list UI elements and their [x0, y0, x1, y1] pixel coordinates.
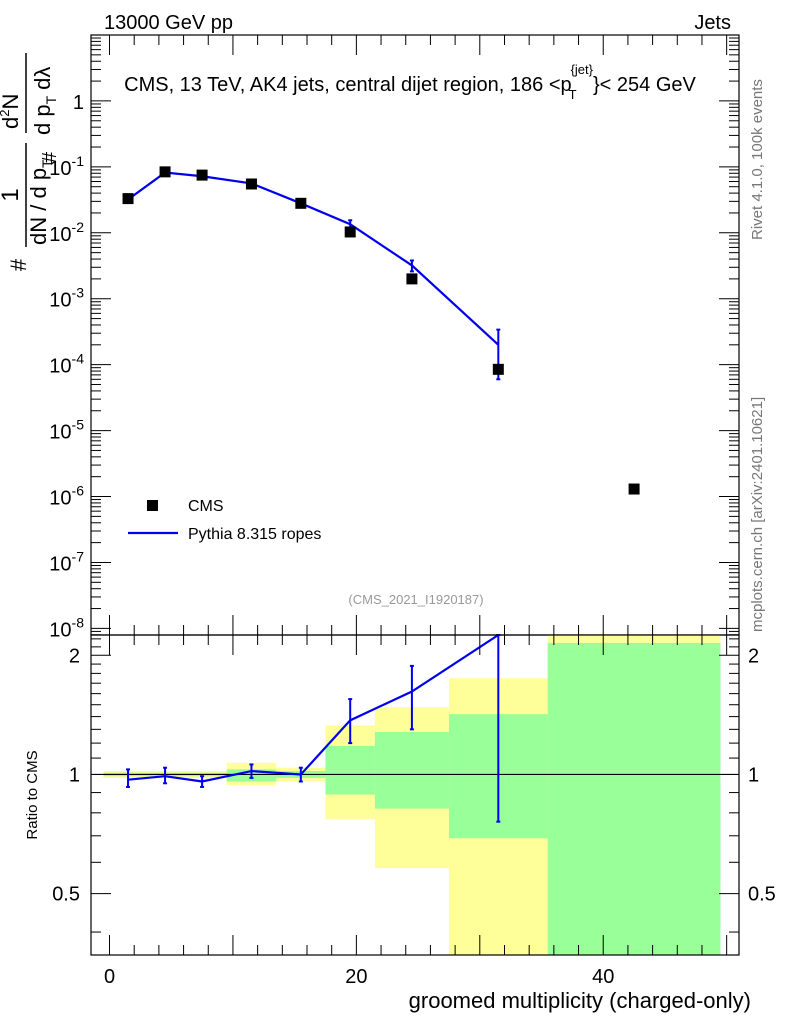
ytick-exponent: -6 — [72, 483, 85, 499]
ratio-ytick-label-right: 2 — [748, 645, 759, 667]
ratio-frame — [90, 634, 740, 956]
ytick-base: 10 — [49, 488, 71, 510]
ratio-ytick-label-right: 1 — [748, 764, 759, 786]
ratio-y-axis-label: Ratio to CMS — [24, 750, 41, 839]
ratio-ytick-label-left: 1 — [69, 764, 80, 786]
main-ytick-label: 10-5 — [49, 417, 84, 444]
main-ytick-label: 10-7 — [49, 548, 84, 575]
ylabel-frac1-den-b: N / d p — [26, 168, 51, 233]
ytick-base: 10 — [49, 356, 71, 378]
ratio-ytick-label-left: 0.5 — [52, 884, 80, 906]
ylabel-frac2-den-sub: T — [43, 95, 59, 104]
ytick-exponent: -5 — [72, 417, 85, 433]
ratio-panel: 0.5 0.51 12 20 20 40 Ratio to CMS groomed mul… — [24, 634, 776, 1013]
x-axis-label: groomed multiplicity (charged-only) — [409, 988, 751, 1013]
chart-title-sup: {jet} — [571, 62, 594, 77]
ylabel-frac2-num-b: N — [0, 94, 23, 110]
legend-label-pythia: Pythia 8.315 ropes — [188, 526, 321, 543]
uncertainty-band-inner — [547, 642, 721, 955]
cms-data-point — [492, 363, 504, 375]
ytick-exponent: -4 — [72, 351, 85, 367]
legend-label-cms: CMS — [188, 498, 224, 515]
main-content — [122, 166, 640, 495]
analysis-id: (CMS_2021_I1920187) — [348, 592, 483, 607]
ratio-content — [91, 634, 739, 955]
ytick-exponent: -7 — [72, 548, 85, 564]
header-left: 13000 GeV pp — [104, 12, 233, 34]
cms-data-point — [295, 197, 307, 209]
main-ticks — [91, 34, 739, 636]
x-tick-label: 20 — [345, 966, 367, 988]
ytick-exponent: -8 — [72, 614, 85, 630]
pythia-line — [127, 171, 500, 346]
ytick-exponent: -1 — [72, 153, 85, 169]
mcplots-label: mcplots.cern.ch [arXiv:2401.10621] — [749, 397, 766, 632]
main-ytick-label: 10-4 — [49, 351, 84, 378]
ylabel-frac2-hash: # — [39, 151, 61, 163]
cms-data-point — [196, 169, 208, 181]
chart-title-main: CMS, 13 TeV, AK4 jets, central dijet reg… — [124, 74, 572, 96]
ylabel-frac2-num-sup: 2 — [0, 110, 12, 117]
cms-data-point — [628, 483, 640, 495]
ylabel-frac2-num-a: d — [0, 117, 23, 129]
ytick-base: 10 — [49, 619, 71, 641]
main-ytick-label: 10-2 — [49, 219, 84, 246]
ylabel-frac1-den: dN / d pT — [26, 159, 55, 245]
ytick-base: 10 — [49, 290, 71, 312]
ytick-base: 10 — [49, 422, 71, 444]
ytick-base: 10 — [49, 158, 71, 180]
header-right: Jets — [694, 12, 731, 34]
cms-data-point — [344, 226, 356, 238]
ylabel-frac1-num: 1 — [0, 188, 24, 201]
x-tick-label: 40 — [592, 966, 614, 988]
cms-data-point — [122, 193, 134, 205]
ylabel-frac1-den-a: d — [26, 233, 51, 245]
chart-title-end: }< 254 GeV — [593, 74, 697, 96]
main-ytick-label: 10-6 — [49, 483, 84, 510]
main-y-axis-label: # 1 dN / d pT d2N # d pTdλ — [0, 53, 61, 271]
ratio-ticks — [91, 635, 739, 955]
chart-title-sub: T — [569, 87, 577, 102]
cms-data-point — [406, 273, 418, 285]
ytick-exponent: -3 — [72, 285, 85, 301]
ylabel-frac2-den: d pTdλ — [30, 67, 59, 135]
main-ytick-label: 10-1 — [49, 153, 84, 180]
ylabel-frac1-den-sub: T — [39, 159, 55, 168]
ylabel-frac2-den-a: d p — [30, 104, 55, 135]
ratio-ytick-label-right: 0.5 — [748, 884, 776, 906]
ylabel-frac2-den-end: dλ — [30, 67, 55, 90]
ratio-tick-labels: 0.5 0.51 12 20 20 40 — [52, 645, 776, 988]
uncertainty-band-inner — [325, 745, 375, 795]
rivet-label: Rivet 4.1.0, 100k events — [749, 79, 766, 240]
main-ytick-labels: 10-810-710-610-510-410-310-210-11 — [49, 92, 84, 641]
ratio-line — [127, 634, 499, 783]
cms-data-point — [159, 166, 171, 178]
legend-marker-cms — [147, 500, 158, 511]
cms-data-point — [245, 178, 257, 190]
ytick-base: 1 — [73, 92, 84, 114]
legend: CMS Pythia 8.315 ropes — [128, 498, 321, 543]
main-ytick-label: 10-3 — [49, 285, 84, 312]
chart-title: CMS, 13 TeV, AK4 jets, central dijet reg… — [124, 62, 696, 102]
ylabel-hash: # — [6, 258, 31, 271]
x-tick-label: 0 — [104, 966, 115, 988]
main-panel: 10-810-710-610-510-410-310-210-11 CMS, 1… — [49, 34, 740, 641]
ylabel-frac2-num: d2N — [0, 94, 23, 129]
main-frame — [90, 34, 740, 636]
ytick-base: 10 — [49, 224, 71, 246]
main-ytick-label: 1 — [73, 92, 84, 114]
ratio-ytick-label-left: 2 — [69, 645, 80, 667]
uncertainty-band-inner — [374, 732, 449, 809]
ytick-exponent: -2 — [72, 219, 85, 235]
ytick-base: 10 — [49, 553, 71, 575]
main-ytick-label: 10-8 — [49, 614, 84, 641]
